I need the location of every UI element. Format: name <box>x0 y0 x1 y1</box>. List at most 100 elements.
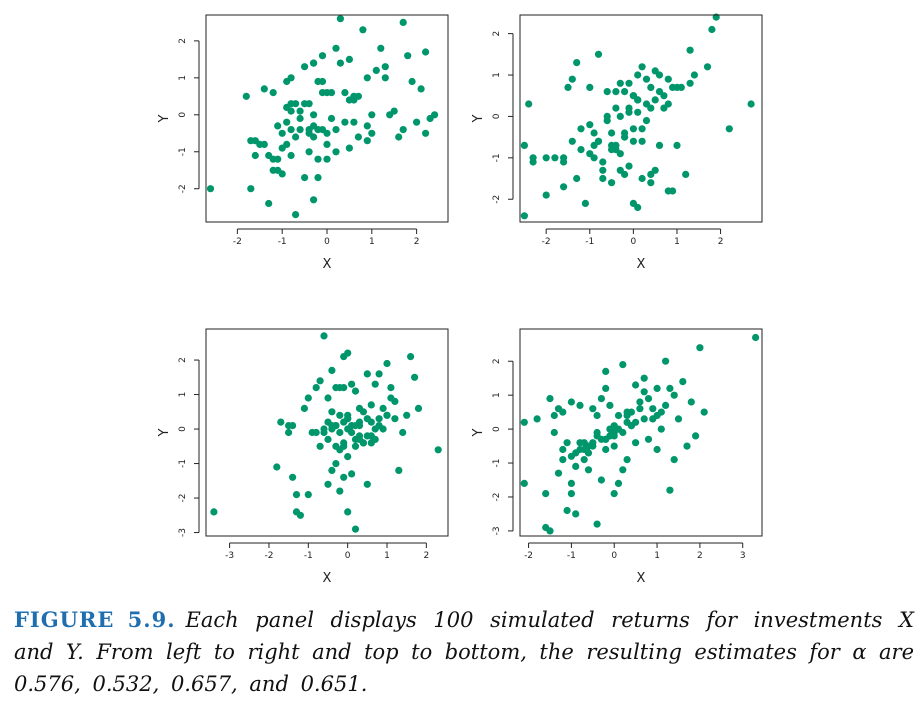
data-point <box>666 486 674 494</box>
y-tick-label: -2 <box>492 195 502 204</box>
data-point <box>610 422 618 430</box>
y-tick-label: -3 <box>178 528 188 537</box>
x-tick-label: 2 <box>718 237 724 247</box>
data-point <box>277 418 285 426</box>
data-point <box>619 466 627 474</box>
data-point <box>292 491 301 499</box>
data-point <box>269 89 277 97</box>
data-point <box>273 463 281 471</box>
data-point <box>638 125 646 133</box>
data-point <box>606 401 614 409</box>
data-point <box>593 428 601 437</box>
data-point <box>375 415 383 423</box>
data-point <box>559 456 567 464</box>
x-axis-title: X <box>637 257 646 272</box>
data-point <box>336 487 344 495</box>
data-point <box>673 141 681 149</box>
x-tick-label: 1 <box>384 551 390 561</box>
x-tick-label: -2 <box>233 237 242 247</box>
data-point <box>649 405 657 413</box>
data-point <box>403 411 411 419</box>
data-point <box>348 470 356 478</box>
data-point <box>616 150 624 158</box>
plot-frame <box>519 14 763 223</box>
x-tick-label: -1 <box>585 237 594 247</box>
data-point <box>593 520 601 528</box>
x-tick-label: 2 <box>414 237 420 247</box>
data-point <box>434 446 442 454</box>
data-point <box>411 373 419 381</box>
data-point <box>305 148 313 156</box>
data-point <box>657 425 665 433</box>
data-point <box>324 418 332 426</box>
data-point <box>422 48 430 56</box>
data-point <box>391 397 399 405</box>
data-point <box>577 146 585 154</box>
data-point <box>390 107 398 115</box>
data-point <box>747 100 755 108</box>
data-point <box>563 439 571 447</box>
data-point <box>638 137 646 145</box>
data-point <box>283 118 291 126</box>
data-point <box>572 462 580 470</box>
data-point <box>287 126 295 134</box>
data-point <box>623 456 631 464</box>
data-point <box>662 357 670 365</box>
y-tick-label: -1 <box>492 459 502 468</box>
y-tick-label: -1 <box>178 147 188 156</box>
x-tick-label: 1 <box>654 551 660 561</box>
data-point <box>305 100 313 108</box>
data-point <box>647 179 655 187</box>
data-point <box>341 118 349 126</box>
data-point <box>636 405 644 413</box>
data-point <box>301 63 309 71</box>
data-point <box>666 384 674 392</box>
data-point <box>320 332 328 340</box>
data-point <box>567 398 576 406</box>
data-point <box>323 155 331 163</box>
data-point <box>542 191 550 199</box>
data-point <box>651 67 659 75</box>
data-point <box>568 137 576 145</box>
data-point <box>632 439 640 447</box>
data-point <box>340 473 348 481</box>
data-point <box>367 418 375 426</box>
data-point <box>344 411 352 419</box>
caption-text: Each panel displays 100 simulated return… <box>14 608 914 696</box>
data-point <box>312 428 320 437</box>
data-point <box>351 525 360 533</box>
data-point <box>247 185 255 193</box>
data-point <box>327 114 336 123</box>
data-point <box>610 490 618 498</box>
data-point <box>316 442 324 450</box>
y-tick-label: 0 <box>178 112 188 118</box>
data-point <box>584 466 593 474</box>
data-point <box>324 480 332 488</box>
data-point <box>304 491 312 499</box>
data-point <box>614 411 623 420</box>
data-point <box>568 75 576 83</box>
data-point <box>692 432 700 440</box>
data-point <box>593 411 601 420</box>
data-point <box>316 377 324 385</box>
data-point <box>345 55 353 64</box>
data-point <box>368 111 376 119</box>
data-point <box>632 381 640 389</box>
data-point <box>597 476 606 484</box>
data-point <box>422 129 430 137</box>
data-point <box>599 166 607 174</box>
data-point <box>584 442 593 450</box>
data-point <box>381 63 389 71</box>
y-tick-label: 2 <box>492 358 502 364</box>
y-tick-label: 1 <box>492 392 502 398</box>
data-point <box>399 126 407 134</box>
data-point <box>653 411 661 420</box>
data-point <box>305 129 313 137</box>
data-point <box>296 126 304 134</box>
data-point <box>363 122 371 130</box>
data-point <box>387 384 395 392</box>
x-tick-label: 0 <box>611 551 617 561</box>
data-point <box>269 155 277 163</box>
data-point <box>581 199 590 207</box>
data-point <box>612 88 620 96</box>
